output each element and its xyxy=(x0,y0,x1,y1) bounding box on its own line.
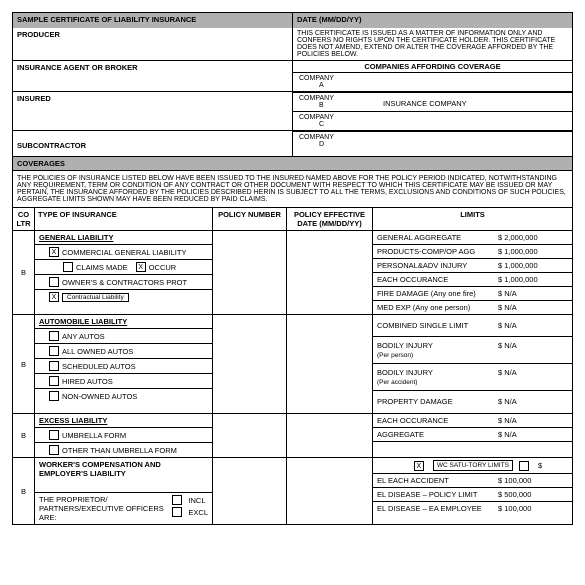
auto-policy xyxy=(213,315,287,414)
checkbox[interactable] xyxy=(49,361,59,371)
checkbox[interactable] xyxy=(172,495,182,505)
excess-limits: EACH OCCURANCE$ N/A AGGREGATE$ N/A xyxy=(373,414,572,458)
wc-type: WORKER'S COMPENSATION AND EMPLOYER'S LIA… xyxy=(35,458,213,524)
checkbox[interactable] xyxy=(172,507,182,517)
companyD-label: COMPANY xyxy=(299,134,566,141)
row-auto-liability: B AUTOMOBILE LIABILITY ANY AUTOS ALL OWN… xyxy=(13,315,572,414)
auto-type: AUTOMOBILE LIABILITY ANY AUTOS ALL OWNED… xyxy=(35,315,213,414)
companyB-name: INSURANCE COMPANY xyxy=(355,95,566,109)
checkbox[interactable] xyxy=(49,331,59,341)
agent-label: INSURANCE AGENT OR BROKER xyxy=(13,61,293,92)
auto-date xyxy=(287,315,373,414)
gl-limits: GENERAL AGGREGATE$ 2,000,000 PRODUCTS-CO… xyxy=(373,231,572,315)
gl-policy xyxy=(213,231,287,315)
companyA-label: COMPANY xyxy=(299,75,566,82)
producer-label: PRODUCER xyxy=(13,28,293,61)
gl-cgl: XCOMMERCIAL GENERAL LIABILITY xyxy=(35,245,212,260)
gl-date xyxy=(287,231,373,315)
certificate-container: SAMPLE CERTIFICATE OF LIABILITY INSURANC… xyxy=(12,12,573,525)
th-type: TYPE OF INSURANCE xyxy=(35,208,213,230)
header-bar: SAMPLE CERTIFICATE OF LIABILITY INSURANC… xyxy=(13,13,572,28)
checkbox[interactable] xyxy=(49,376,59,386)
subcontractor-label: SUBCONTRACTOR xyxy=(13,131,293,157)
th-policy: POLICY NUMBER xyxy=(213,208,287,230)
th-limits: LIMITS xyxy=(373,208,572,230)
table-header: CO LTR TYPE OF INSURANCE POLICY NUMBER P… xyxy=(13,208,572,231)
excess-co: B xyxy=(13,414,35,458)
th-co: CO LTR xyxy=(13,208,35,230)
excess-policy xyxy=(213,414,287,458)
wc-co: B xyxy=(13,458,35,524)
gl-type: GENERAL LIABILITY XCOMMERCIAL GENERAL LI… xyxy=(35,231,213,315)
companyB-label: COMPANY xyxy=(299,95,355,102)
coverages-bar: COVERAGES xyxy=(13,157,572,171)
auto-co: B xyxy=(13,315,35,414)
excess-head: EXCESS LIABILITY xyxy=(35,414,212,428)
row-excess: B EXCESS LIABILITY UMBRELLA FORM OTHER T… xyxy=(13,414,572,458)
auto-head: AUTOMOBILE LIABILITY xyxy=(35,315,212,329)
th-date: POLICY EFFECTIVE DATE (MM/DD/YY) xyxy=(287,208,373,230)
checkbox[interactable] xyxy=(49,391,59,401)
companyC-sub: C xyxy=(299,121,566,128)
wc-policy xyxy=(213,458,287,524)
wc-satutory: WC SATU-TORY LIMITS xyxy=(433,460,513,471)
checkbox[interactable]: X xyxy=(49,292,59,302)
checkbox[interactable]: X xyxy=(414,461,424,471)
companyC-label: COMPANY xyxy=(299,114,566,121)
companyB-sub: B xyxy=(299,102,355,109)
coverages-text: THE POLICIES OF INSURANCE LISTED BELOW H… xyxy=(13,171,572,208)
gl-contractual: XContractual Liability xyxy=(35,290,212,304)
row-general-liability: B GENERAL LIABILITY XCOMMERCIAL GENERAL … xyxy=(13,231,572,315)
checkbox[interactable]: X xyxy=(136,262,146,272)
excess-date xyxy=(287,414,373,458)
checkbox[interactable] xyxy=(519,461,529,471)
checkbox[interactable]: X xyxy=(49,247,59,257)
companies-col: COMPANIES AFFORDING COVERAGE COMPANY A xyxy=(293,61,572,92)
checkbox[interactable] xyxy=(49,445,59,455)
insured-label: INSURED xyxy=(13,92,293,131)
wc-date xyxy=(287,458,373,524)
checkbox[interactable] xyxy=(49,430,59,440)
checkbox[interactable] xyxy=(49,277,59,287)
checkbox[interactable] xyxy=(63,262,73,272)
companyA-sub: A xyxy=(299,82,566,89)
disclaimer-text: THIS CERTIFICATE IS ISSUED AS A MATTER O… xyxy=(293,28,572,61)
checkbox[interactable] xyxy=(49,346,59,356)
companies-header: COMPANIES AFFORDING COVERAGE xyxy=(293,61,572,73)
wc-prop: THE PROPRIETOR/ PARTNERS/EXECUTIVE OFFIC… xyxy=(39,495,166,522)
gl-head: GENERAL LIABILITY xyxy=(35,231,212,245)
excess-type: EXCESS LIABILITY UMBRELLA FORM OTHER THA… xyxy=(35,414,213,458)
header-date-label: DATE (MM/DD/YY) xyxy=(293,13,572,28)
gl-owners: OWNER'S & CONTRACTORS PROT xyxy=(35,275,212,290)
auto-limits: COMBINED SINGLE LIMIT$ N/A BODILY INJURY… xyxy=(373,315,572,414)
companyD-sub: D xyxy=(299,141,566,148)
wc-head: WORKER'S COMPENSATION AND EMPLOYER'S LIA… xyxy=(35,458,212,493)
gl-co: B xyxy=(13,231,35,315)
wc-limits: X WC SATU-TORY LIMITS $ EL EACH ACCIDENT… xyxy=(373,458,572,524)
gl-claims-row: CLAIMS MADE XOCCUR xyxy=(35,260,212,275)
row-workers-comp: B WORKER'S COMPENSATION AND EMPLOYER'S L… xyxy=(13,458,572,524)
header-title: SAMPLE CERTIFICATE OF LIABILITY INSURANC… xyxy=(13,13,293,28)
